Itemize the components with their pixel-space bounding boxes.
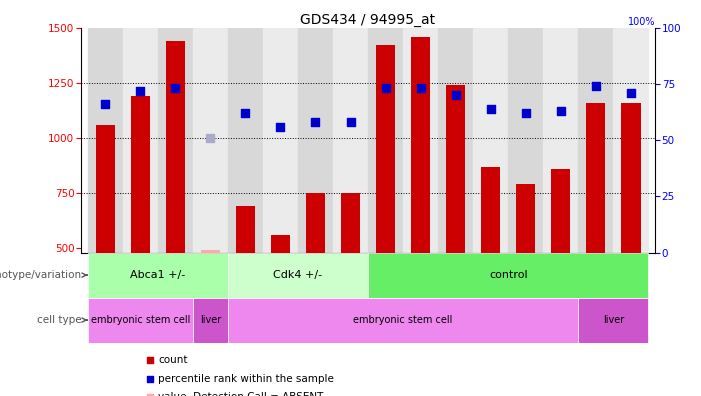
Bar <box>130 96 150 253</box>
Text: embryonic stem cell: embryonic stem cell <box>353 315 453 325</box>
Text: liver: liver <box>200 315 221 325</box>
Text: embryonic stem cell: embryonic stem cell <box>90 315 190 325</box>
Text: control: control <box>489 270 528 280</box>
Text: GSM9271: GSM9271 <box>171 253 179 296</box>
Text: GSM9282: GSM9282 <box>627 253 635 296</box>
Text: GSM9276: GSM9276 <box>522 253 530 296</box>
Bar <box>578 28 613 253</box>
Bar <box>438 28 473 253</box>
Text: genotype/variation: genotype/variation <box>0 270 87 280</box>
Bar <box>228 253 368 297</box>
Bar <box>306 193 325 253</box>
Point <box>415 85 426 91</box>
Bar <box>368 253 648 297</box>
Text: GSM9283: GSM9283 <box>206 253 215 296</box>
Point <box>625 90 637 96</box>
Point <box>310 119 321 126</box>
Bar <box>165 41 185 253</box>
Bar <box>298 28 333 253</box>
Point <box>485 105 496 112</box>
Bar <box>88 28 123 253</box>
Text: GSM9284: GSM9284 <box>241 253 250 296</box>
Bar <box>621 103 641 253</box>
Bar <box>411 36 430 253</box>
Point <box>520 110 531 116</box>
Bar <box>551 169 571 253</box>
Text: GSM9275: GSM9275 <box>486 253 495 296</box>
Point <box>555 108 566 114</box>
Bar <box>123 28 158 253</box>
Bar <box>516 184 536 253</box>
Text: GSM9277: GSM9277 <box>557 253 565 296</box>
Text: cell type: cell type <box>36 315 87 325</box>
Bar <box>508 28 543 253</box>
Text: Abca1 +/-: Abca1 +/- <box>130 270 185 280</box>
Bar <box>613 28 648 253</box>
Point <box>135 88 146 94</box>
Title: GDS434 / 94995_at: GDS434 / 94995_at <box>301 13 435 27</box>
Text: GSM9279: GSM9279 <box>311 253 320 296</box>
Point <box>345 119 356 126</box>
Bar <box>263 28 298 253</box>
Bar <box>193 297 228 343</box>
Bar <box>543 28 578 253</box>
Point <box>380 85 391 91</box>
Text: GSM9273: GSM9273 <box>416 253 425 296</box>
Bar <box>228 28 263 253</box>
Bar <box>228 297 578 343</box>
Text: GSM9278: GSM9278 <box>276 253 285 296</box>
Text: GSM9274: GSM9274 <box>451 253 460 296</box>
Bar <box>473 28 508 253</box>
Point <box>240 110 251 116</box>
Text: GSM9280: GSM9280 <box>346 253 355 296</box>
Point <box>100 101 111 107</box>
Point <box>450 92 461 98</box>
Bar <box>88 253 228 297</box>
Bar <box>586 103 606 253</box>
Text: GSM9281: GSM9281 <box>592 253 600 296</box>
Text: GSM9272: GSM9272 <box>381 253 390 296</box>
Text: GSM9270: GSM9270 <box>136 253 144 296</box>
Bar <box>193 28 228 253</box>
Bar <box>271 235 290 253</box>
Point <box>275 124 286 130</box>
Bar <box>88 297 193 343</box>
Text: Cdk4 +/-: Cdk4 +/- <box>273 270 322 280</box>
Text: count: count <box>158 355 188 365</box>
Text: value, Detection Call = ABSENT: value, Detection Call = ABSENT <box>158 392 324 396</box>
Bar <box>95 125 115 253</box>
Text: liver: liver <box>603 315 624 325</box>
Text: GSM9269: GSM9269 <box>101 253 109 296</box>
Bar <box>368 28 403 253</box>
Point <box>170 85 181 91</box>
Text: 100%: 100% <box>628 17 655 27</box>
Bar <box>200 250 220 253</box>
Bar <box>341 193 360 253</box>
Bar <box>376 46 395 253</box>
Point <box>205 135 216 141</box>
Bar <box>578 297 648 343</box>
Bar <box>158 28 193 253</box>
Bar <box>446 85 465 253</box>
Point <box>590 83 601 89</box>
Bar <box>403 28 438 253</box>
Bar <box>481 167 501 253</box>
Text: percentile rank within the sample: percentile rank within the sample <box>158 374 334 384</box>
Bar <box>236 206 255 253</box>
Bar <box>333 28 368 253</box>
